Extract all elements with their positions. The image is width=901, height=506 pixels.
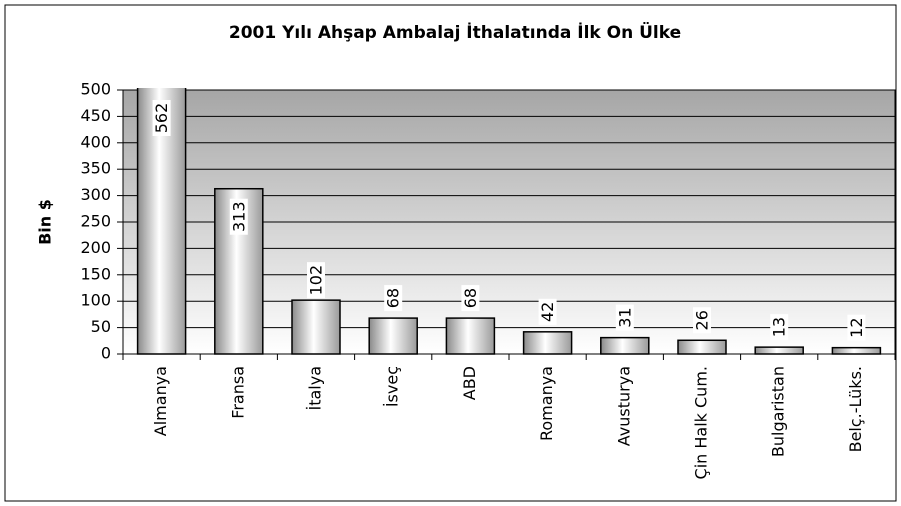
value-label-bg xyxy=(615,304,634,331)
y-tick-label: 50 xyxy=(91,317,111,336)
x-tick-label: ABD xyxy=(460,366,479,400)
value-label-group: 31 xyxy=(615,304,634,331)
value-label: 42 xyxy=(538,302,557,322)
value-label-bg xyxy=(152,100,171,136)
value-label-bg xyxy=(770,314,789,341)
y-tick-label: 250 xyxy=(80,212,111,231)
y-tick-label: 400 xyxy=(80,132,111,151)
value-label-group: 13 xyxy=(770,314,789,341)
x-tick-label: Belç.-Lüks. xyxy=(846,366,865,452)
x-tick-label: Çin Halk Cum. xyxy=(692,366,711,479)
value-label: 31 xyxy=(615,307,634,327)
value-label-group: 68 xyxy=(461,285,480,312)
x-tick-label: İtalya xyxy=(306,366,325,411)
value-label-bg xyxy=(307,262,325,299)
bar xyxy=(522,331,573,355)
value-label: 562 xyxy=(152,103,171,134)
value-label: 68 xyxy=(384,288,403,308)
x-tick-label: Romanya xyxy=(537,366,556,441)
x-tick-label: İsveç xyxy=(383,366,402,407)
y-tick-label: 350 xyxy=(80,159,111,178)
bar xyxy=(754,346,804,355)
x-tick-label: Almanya xyxy=(151,366,170,436)
y-tick-label: 300 xyxy=(80,185,111,204)
x-tick-label: Fransa xyxy=(228,366,247,419)
value-label-bg xyxy=(847,314,866,341)
chart-title: 2001 Yılı Ahşap Ambalaj İthalatında İlk … xyxy=(229,21,681,43)
value-label-group: 102 xyxy=(307,262,326,299)
y-tick-label: 150 xyxy=(80,264,111,283)
value-label-bg xyxy=(229,198,248,235)
value-label: 68 xyxy=(461,288,480,308)
bar xyxy=(677,339,727,355)
y-axis-label: Bin $ xyxy=(36,199,55,245)
y-tick-label: 450 xyxy=(80,106,111,125)
y-tick-label: 200 xyxy=(80,238,111,257)
bar xyxy=(291,299,341,355)
value-label-group: 313 xyxy=(229,198,248,235)
y-tick-label: 0 xyxy=(101,344,111,363)
value-label-group: 68 xyxy=(384,285,403,312)
bar xyxy=(600,336,650,355)
value-label-group: 562 xyxy=(152,100,171,136)
value-label: 13 xyxy=(770,317,789,337)
value-label-group: 12 xyxy=(847,314,866,341)
bar xyxy=(368,317,418,355)
value-label: 12 xyxy=(847,317,866,337)
value-label-group: 42 xyxy=(538,298,557,325)
value-label: 313 xyxy=(229,201,248,232)
value-label-group: 26 xyxy=(693,307,712,334)
x-tick-label: Bulgaristan xyxy=(769,366,788,457)
value-label: 26 xyxy=(693,310,712,330)
value-label-bg xyxy=(461,285,480,312)
value-label-bg xyxy=(538,298,557,325)
value-label-bg xyxy=(384,285,403,312)
value-label-bg xyxy=(693,307,711,334)
value-label: 102 xyxy=(307,265,326,296)
bar xyxy=(831,346,882,355)
y-tick-label: 500 xyxy=(80,80,111,99)
y-tick-label: 100 xyxy=(80,291,111,310)
bar xyxy=(445,317,496,355)
x-tick-label: Avusturya xyxy=(614,366,633,446)
